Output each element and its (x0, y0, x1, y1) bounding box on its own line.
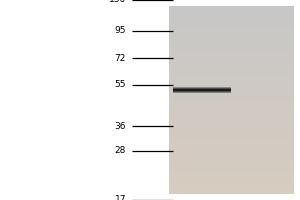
Text: 17: 17 (115, 196, 126, 200)
Text: 28: 28 (115, 146, 126, 155)
Text: 95: 95 (115, 26, 126, 35)
Text: 36: 36 (115, 122, 126, 131)
Text: 130: 130 (109, 0, 126, 4)
Text: 72: 72 (115, 54, 126, 63)
Text: 55: 55 (115, 80, 126, 89)
